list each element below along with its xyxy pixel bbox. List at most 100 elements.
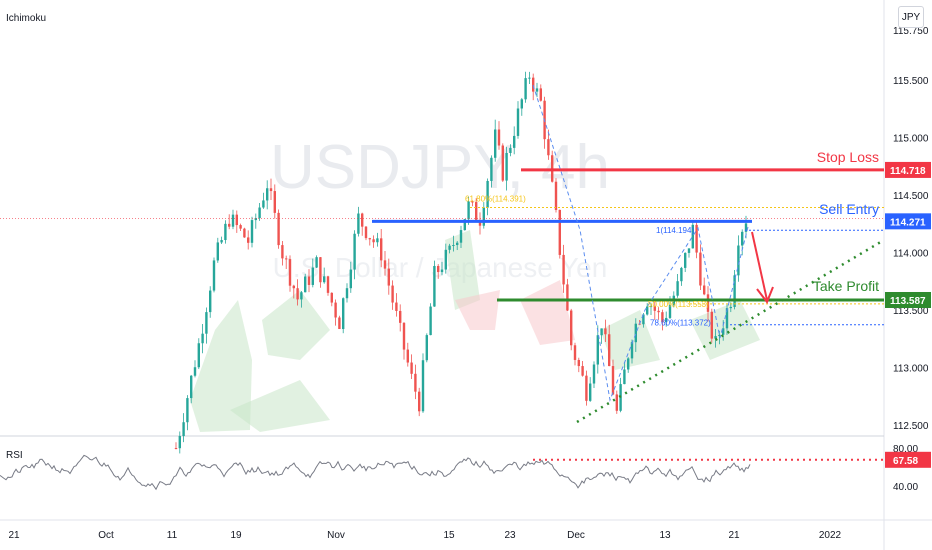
candle-body [596, 335, 599, 365]
candle-body [231, 214, 235, 227]
candle-body [399, 310, 402, 323]
candle-body [699, 252, 702, 286]
candle-body [482, 207, 485, 226]
candle-body [425, 335, 428, 361]
candle-body [600, 328, 603, 336]
price-tick: 113.000 [893, 364, 929, 375]
candle-body [684, 252, 687, 268]
candle-body [581, 366, 584, 376]
candle-body [680, 267, 683, 282]
candle-body [509, 147, 512, 153]
candle-body [676, 281, 679, 296]
candle-body [630, 342, 634, 359]
trade-drawings [0, 84, 885, 424]
candle-body [410, 362, 413, 374]
time-tick: Oct [98, 530, 114, 541]
candle-body [585, 375, 588, 401]
candle-body [418, 391, 421, 412]
candle-body [589, 383, 592, 401]
time-axis: 21 Oct 11 19 Nov 15 23 Dec 13 21 2022 [8, 530, 841, 541]
candle-body [239, 225, 242, 229]
candle-body [258, 207, 261, 219]
candle-body [330, 292, 333, 303]
rsi-pane: RSI 80.00 40.00 67.58 [0, 444, 931, 493]
fib-annotation: 61.80%(114.391) [465, 195, 526, 204]
candle-body [406, 349, 409, 363]
candle-body [554, 181, 558, 210]
candle-body [520, 99, 523, 109]
price-badge-text: 114.271 [890, 217, 926, 228]
candle-body [562, 254, 565, 285]
candle-body [710, 311, 713, 339]
candle-body [323, 276, 326, 283]
candle-body [250, 220, 254, 243]
currency-button[interactable]: JPY [898, 6, 924, 28]
price-badge [885, 291, 931, 308]
cloud-region [600, 310, 660, 370]
candle-body [269, 188, 273, 192]
candle-body [205, 312, 208, 334]
candle-body [254, 218, 257, 221]
candle-body [315, 257, 318, 268]
candle-body [634, 323, 637, 343]
candle-body [657, 310, 660, 313]
candle-body [414, 373, 417, 392]
candle-body [395, 302, 398, 311]
watermark-symbol: USDJPY, 4h [270, 133, 610, 202]
candle-body [448, 245, 451, 250]
price-tick: 114.500 [893, 191, 929, 202]
time-tick: 13 [659, 530, 671, 541]
candle-body [539, 88, 542, 101]
take-profit-label: Take Profit [813, 278, 879, 294]
candle-body [653, 306, 656, 311]
candle-body [615, 394, 618, 411]
candle-body [661, 312, 664, 323]
candle-body [566, 284, 569, 311]
candle-body [193, 367, 197, 376]
time-tick: 11 [167, 530, 178, 541]
candle-body [357, 213, 360, 234]
candle-body [429, 306, 432, 336]
candle-body [174, 448, 178, 449]
candle-body [505, 152, 508, 181]
candle-body [547, 139, 550, 156]
candle-body [197, 343, 200, 368]
time-tick: Nov [327, 530, 345, 541]
cloud-region [690, 300, 760, 360]
candle-body [463, 219, 466, 231]
price-tick: 115.500 [893, 76, 929, 87]
candle-body [475, 202, 478, 220]
candle-body [459, 230, 463, 243]
candle-body [444, 249, 447, 270]
candle-body [604, 328, 607, 335]
price-axis: 115.500 115.000 114.500 114.000 113.500 113.0… [885, 26, 931, 432]
price-badge [885, 161, 931, 178]
candle-body [292, 285, 295, 289]
sell-entry-label: Sell Entry [819, 201, 879, 217]
candle-body [642, 314, 645, 325]
candle-body [224, 223, 227, 241]
candle-body [516, 108, 520, 136]
time-tick: Dec [567, 530, 585, 541]
candle-body [364, 226, 368, 239]
candle-body [729, 306, 732, 309]
price-tick: 113.500 [893, 306, 929, 317]
candle-body [497, 129, 501, 146]
price-badge-text: 114.718 [890, 166, 926, 177]
candle-body [235, 214, 238, 226]
cloud-region [262, 290, 330, 360]
candle-body [744, 223, 748, 232]
fib-annotation: 78.60%(113.372) [650, 319, 711, 328]
candle-body [300, 292, 303, 300]
candle-body [326, 276, 330, 293]
candle-body [307, 276, 311, 285]
candle-body [186, 398, 189, 423]
candle-body [178, 436, 181, 449]
candle-body [722, 328, 725, 335]
candle-body [421, 360, 425, 412]
price-tick: 115.000 [893, 134, 929, 145]
candle-body [494, 129, 497, 158]
candle-body [228, 223, 231, 227]
candle-body [456, 242, 459, 246]
